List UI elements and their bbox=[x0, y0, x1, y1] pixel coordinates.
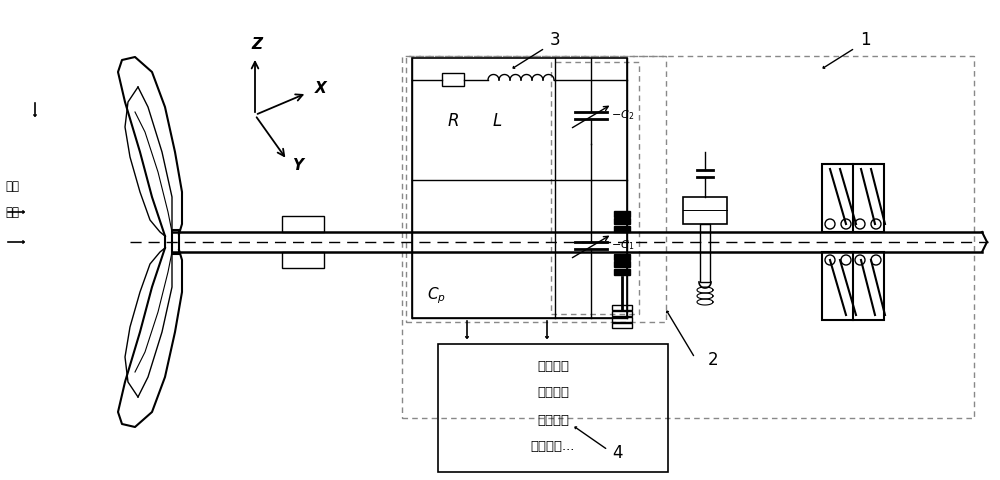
Text: 微处理器: 微处理器 bbox=[537, 360, 569, 372]
Bar bbox=[614, 268, 630, 275]
Bar bbox=[614, 211, 630, 217]
Text: 脉动: 脉动 bbox=[5, 180, 19, 193]
Text: 2: 2 bbox=[708, 351, 719, 369]
Bar bbox=[614, 226, 630, 232]
Bar bbox=[172, 230, 179, 254]
Text: 3: 3 bbox=[550, 31, 560, 49]
Text: 乘法电路...: 乘法电路... bbox=[531, 441, 575, 454]
Bar bbox=[612, 316, 632, 322]
Bar bbox=[822, 164, 884, 232]
Text: 压力: 压力 bbox=[5, 205, 19, 218]
Bar bbox=[438, 344, 668, 472]
Text: X: X bbox=[315, 81, 327, 96]
Bar bbox=[612, 304, 632, 310]
Text: 积分电路: 积分电路 bbox=[537, 413, 569, 427]
Text: L: L bbox=[492, 112, 502, 130]
Text: 减法电路: 减法电路 bbox=[537, 386, 569, 399]
Bar bbox=[700, 224, 710, 282]
Bar bbox=[614, 261, 630, 267]
Text: Z: Z bbox=[252, 37, 262, 52]
Text: $-C_2$: $-C_2$ bbox=[611, 108, 634, 122]
Text: 1: 1 bbox=[860, 31, 870, 49]
Bar bbox=[612, 311, 632, 315]
Text: R: R bbox=[447, 112, 459, 130]
Bar bbox=[612, 323, 632, 327]
Text: $C_p$: $C_p$ bbox=[427, 286, 446, 306]
Bar bbox=[282, 252, 324, 268]
Bar bbox=[412, 58, 627, 318]
Bar bbox=[822, 252, 884, 320]
Bar bbox=[442, 73, 464, 86]
Bar bbox=[282, 216, 324, 232]
Text: 4: 4 bbox=[612, 444, 622, 462]
Text: $-C_1$: $-C_1$ bbox=[611, 239, 634, 252]
Bar bbox=[614, 253, 630, 260]
Text: Y: Y bbox=[292, 158, 303, 173]
Bar bbox=[614, 218, 630, 225]
Bar bbox=[683, 197, 727, 224]
